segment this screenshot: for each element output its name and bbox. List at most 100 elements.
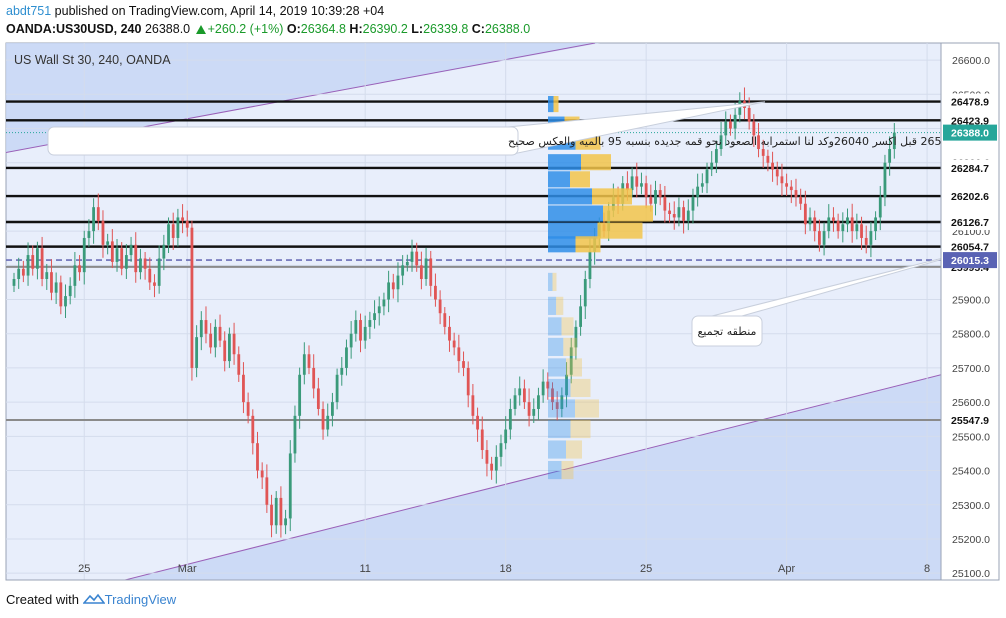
candle [527,402,531,416]
x-tick-label: 18 [500,563,512,575]
volume-profile-bar [570,171,590,188]
tradingview-logo-icon [81,593,106,604]
volume-profile-bar [548,419,571,439]
candle [794,190,798,197]
volume-profile-bar [548,171,570,188]
volume-profile-bar [603,205,653,222]
volume-profile-bar [548,399,575,418]
candle [565,374,568,396]
price-tag[interactable] [943,159,997,176]
candle [551,388,554,403]
candle [195,337,199,368]
price-tag[interactable] [943,238,997,255]
candle [363,326,367,341]
x-tick-label: 25 [78,563,90,575]
candle [405,261,409,266]
price-tag-label: 26054.7 [951,242,989,254]
callout-box[interactable] [47,126,519,156]
candle [518,388,522,396]
candle [148,268,152,283]
channel-lower-line [124,374,941,580]
candle [785,183,789,187]
candle [789,186,793,191]
y-tick-label: 25200.0 [952,534,990,546]
candle [293,415,297,454]
y-tick-label: 25700.0 [952,363,990,375]
candle [630,176,634,191]
candle [382,299,386,307]
price-tag[interactable] [943,252,997,269]
candle [626,183,629,191]
candle [227,333,231,362]
candle [640,183,643,187]
callout-text: منطقه تجميع [698,325,757,338]
high-value: 26390.2 [362,22,408,36]
price-tag[interactable] [943,112,997,129]
y-tick-label: 26600.0 [952,55,990,67]
callout-box[interactable] [691,315,763,347]
tradingview-brand[interactable]: TradingView [104,592,177,607]
price-tag[interactable] [943,213,997,230]
open-label: O: [286,22,301,36]
high-label: H: [349,22,363,36]
candle [391,282,395,290]
candle [377,306,381,314]
arrow-up-icon [195,25,206,34]
candle [714,149,718,163]
price-tag[interactable] [943,188,997,205]
candle [696,186,700,197]
candle [766,155,770,163]
candle [682,207,686,221]
price-change: +260.2 (+1%) [207,22,284,36]
candle [499,443,503,457]
candle [87,231,91,238]
candle [822,231,826,245]
candle [316,388,320,409]
candle [223,340,227,362]
candle [40,248,44,280]
candle [644,183,648,197]
candle [649,196,653,204]
candle [106,241,110,245]
volume-profile-bar [575,236,601,253]
candle [780,176,784,184]
candle [457,347,461,362]
candle [59,282,63,307]
volume-profile-bar [548,296,557,315]
open-value: 26364.8 [300,22,346,36]
price-tag[interactable] [943,93,997,110]
volume-profile-bar [548,188,592,205]
candle [331,402,334,416]
candle [752,121,756,136]
volume-profile-bar [548,440,566,459]
volume-profile-bar [592,188,632,205]
candle [218,326,222,341]
candle [466,367,470,396]
candle [771,162,774,170]
price-tag[interactable] [943,411,997,428]
candle [494,456,498,471]
candle [167,224,170,245]
candle [265,477,269,505]
y-tick-label: 25100.0 [952,568,990,580]
volume-profile-bar [561,460,574,480]
candle [677,207,681,218]
price-tag[interactable] [943,124,997,141]
author-name[interactable]: abdt751 [6,4,52,18]
candle [321,408,325,430]
candle [700,183,704,187]
candle [401,265,405,276]
candle [476,415,479,430]
volume-profile-bar [563,337,577,356]
y-tick-label: 25800.0 [952,329,990,341]
candle [274,497,278,526]
candle [513,395,517,409]
candle [672,214,676,218]
candle [110,241,114,262]
candle [340,367,344,375]
candle [424,258,428,280]
footer: Created with TradingView [6,592,176,607]
candle [635,176,639,187]
candle [860,224,863,238]
